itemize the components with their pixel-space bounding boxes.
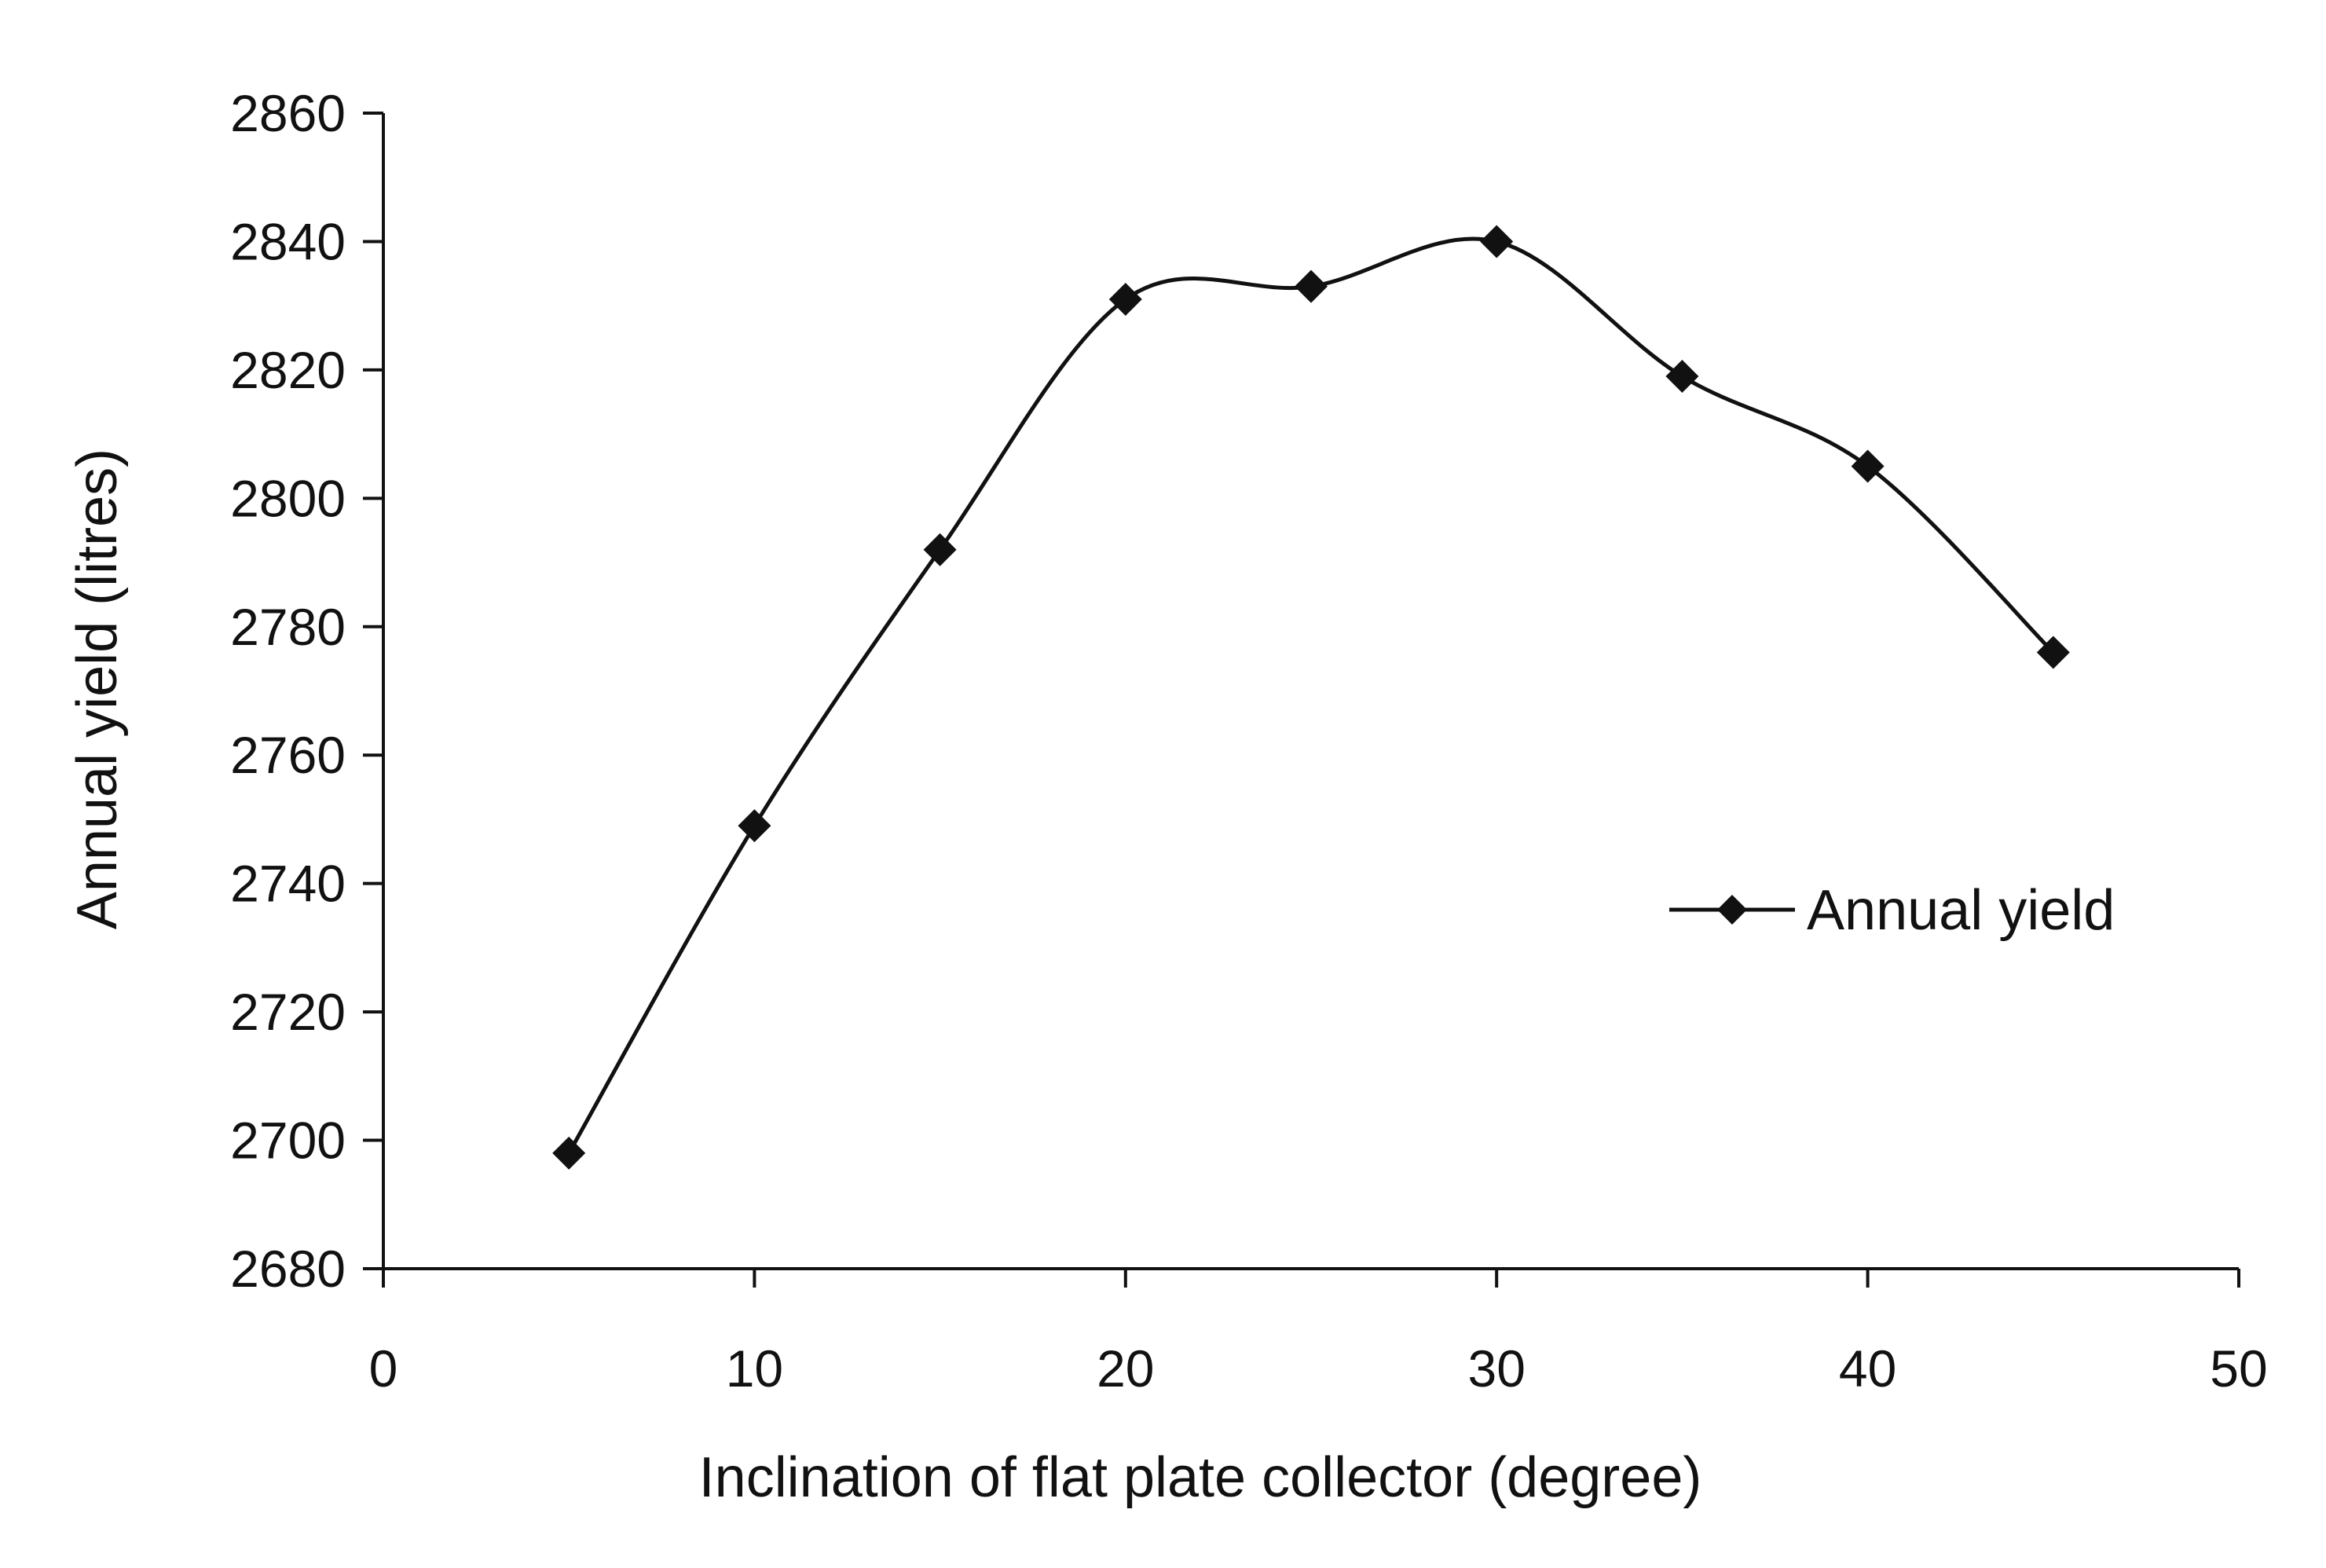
- data-point-marker: [1295, 269, 1328, 303]
- x-tick-label: 50: [2210, 1339, 2267, 1398]
- x-tick-label: 20: [1097, 1339, 1154, 1398]
- legend-label: Annual yield: [1807, 879, 2115, 942]
- data-point-marker: [923, 533, 957, 566]
- y-tick-label: 2860: [230, 84, 346, 142]
- x-tick-label: 30: [1467, 1339, 1525, 1398]
- axes: [382, 113, 2239, 1270]
- legend: Annual yield: [1669, 879, 2115, 942]
- y-tick-label: 2780: [230, 598, 346, 656]
- data-point-marker: [1108, 282, 1142, 316]
- x-tick-label: 0: [369, 1339, 398, 1398]
- data-point-marker: [738, 809, 771, 843]
- series-line-annual-yield: [567, 236, 2055, 1155]
- y-tick-label: 2800: [230, 469, 346, 527]
- x-axis-title: Inclination of flat plate collector (deg…: [699, 1446, 1702, 1509]
- series-layer: [552, 225, 2070, 1170]
- y-tick-label: 2720: [230, 983, 346, 1041]
- data-point-marker: [1665, 360, 1699, 394]
- y-tick-label: 2820: [230, 341, 346, 399]
- y-ticks: 2680 2700 2720 2740 2760 2780 2800 2820 2840 2860: [230, 84, 383, 1298]
- y-tick-label: 2700: [230, 1112, 346, 1170]
- data-point-marker: [1480, 225, 1514, 258]
- y-tick-label: 2740: [230, 855, 346, 913]
- data-point-marker: [1851, 449, 1885, 483]
- data-point-marker: [2036, 636, 2070, 669]
- x-tick-label: 40: [1839, 1339, 1896, 1398]
- x-tick-label: 10: [726, 1339, 783, 1398]
- data-point-marker: [552, 1136, 586, 1170]
- y-axis-title: Annual yield (litres): [66, 449, 129, 929]
- y-tick-label: 2760: [230, 726, 346, 784]
- x-ticks: 0 10 20 30 40 50: [369, 1269, 2268, 1398]
- y-tick-label: 2840: [230, 212, 346, 270]
- y-tick-label: 2680: [230, 1240, 346, 1298]
- legend-diamond-marker: [1717, 895, 1747, 925]
